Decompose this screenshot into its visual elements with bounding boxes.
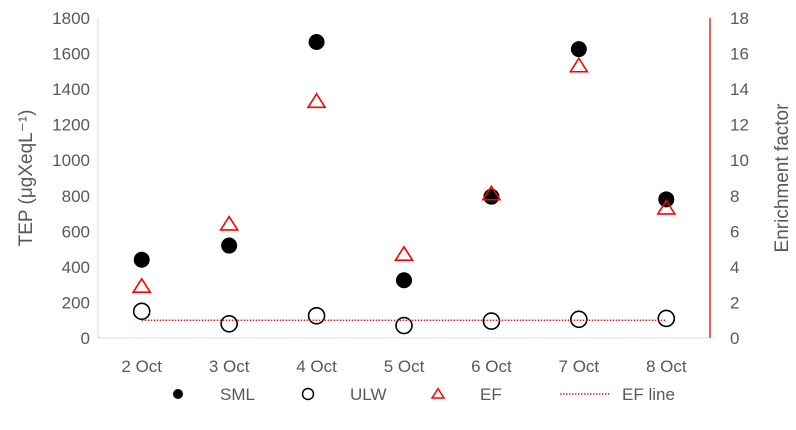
x-tick-label: 2 Oct: [121, 357, 162, 376]
right-axis-title: Enrichment factor: [772, 103, 793, 253]
legend-label: SML: [220, 385, 255, 404]
ef-point: [131, 277, 152, 293]
plot-area: [97, 18, 711, 339]
legend-label: EF line: [622, 385, 675, 404]
left-tick-label: 800: [62, 187, 90, 206]
right-tick-label: 10: [730, 151, 749, 170]
x-tick-label: 3 Oct: [209, 357, 250, 376]
right-axis-ticks: 0 2 4 6 8 10 12 14 16 18: [730, 9, 749, 348]
right-tick-label: 14: [730, 80, 749, 99]
ulw-point: [307, 306, 326, 325]
left-tick-label: 1600: [52, 45, 90, 64]
sml-point: [483, 188, 500, 205]
legend: SML ULW EF EF line: [173, 385, 675, 404]
right-tick-label: 2: [730, 293, 739, 312]
ef-point: [656, 199, 677, 215]
right-tick-label: 18: [730, 9, 749, 28]
ulw-point: [570, 310, 588, 329]
x-tick-label: 6 Oct: [471, 357, 512, 376]
left-tick-label: 1200: [52, 116, 90, 135]
legend-ulw-marker: [301, 387, 315, 401]
right-tick-label: 6: [730, 222, 739, 241]
right-tick-label: 8: [730, 187, 739, 206]
left-axis-title: TEP (μgXeqL⁻¹): [16, 110, 37, 247]
legend-ef-marker: [430, 387, 446, 399]
x-tick-label: 5 Oct: [384, 357, 425, 376]
ef-point: [481, 184, 502, 201]
sml-point: [570, 41, 587, 58]
x-tick-label: 4 Oct: [296, 357, 337, 376]
ulw-point: [220, 314, 238, 333]
right-tick-label: 4: [730, 258, 739, 277]
x-axis-ticks: 2 Oct 3 Oct 4 Oct 5 Oct 6 Oct 7 Oct 8 Oct: [121, 357, 686, 376]
ulw-point: [657, 309, 676, 328]
left-axis-ticks: 0 200 400 600 800 1000 1200 1400 1600 1800: [52, 9, 90, 348]
legend-sml-marker: [173, 389, 183, 399]
right-tick-label: 0: [730, 329, 739, 348]
ulw-point: [482, 312, 501, 330]
right-tick-label: 16: [730, 45, 749, 64]
x-tick-label: 8 Oct: [646, 357, 687, 376]
ef-point: [394, 245, 414, 261]
ulw-point: [132, 302, 151, 321]
left-tick-label: 1800: [52, 9, 90, 28]
left-tick-label: 1000: [52, 151, 90, 170]
left-tick-label: 600: [62, 222, 90, 241]
sml-point: [308, 34, 325, 50]
right-tick-label: 12: [730, 116, 749, 135]
left-tick-label: 0: [81, 329, 90, 348]
ulw-point: [395, 316, 413, 335]
legend-label: EF: [480, 385, 502, 404]
left-tick-label: 400: [62, 258, 90, 277]
ef-point: [306, 92, 327, 109]
x-tick-label: 7 Oct: [559, 357, 600, 376]
data-marks: [131, 34, 677, 335]
sml-point: [221, 237, 238, 254]
left-tick-label: 200: [62, 293, 90, 312]
legend-label: ULW: [350, 385, 387, 404]
ef-point: [568, 56, 589, 73]
sml-point: [396, 272, 412, 289]
sml-point: [133, 251, 150, 268]
left-tick-label: 1400: [52, 80, 90, 99]
ef-point: [219, 215, 240, 231]
